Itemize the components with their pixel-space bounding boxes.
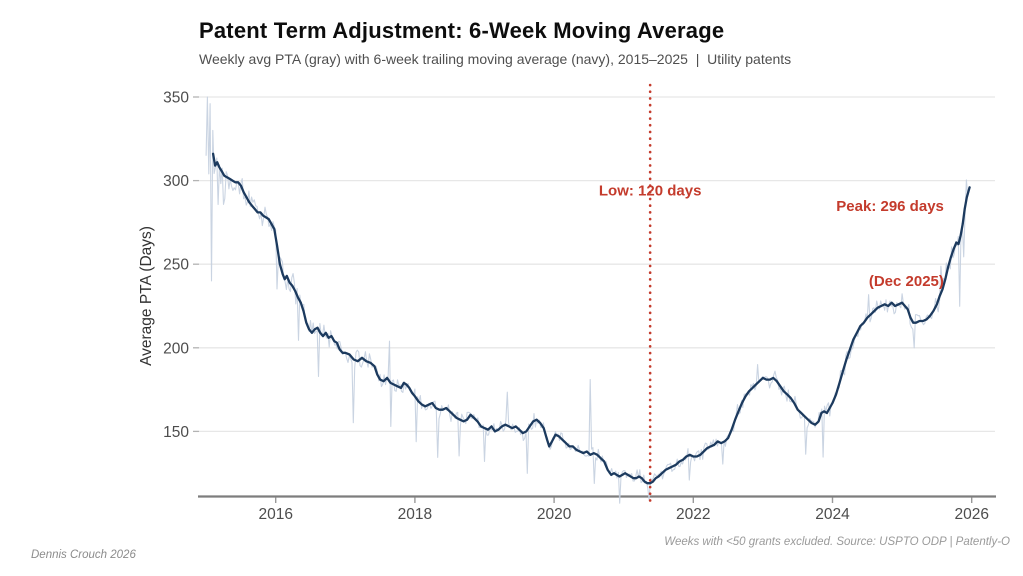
y-tick-label: 200 [163,340,189,357]
chart-subtitle: Weekly avg PTA (gray) with 6-week traili… [199,51,792,67]
x-tick-label: 2024 [815,506,850,523]
moving-average-line [211,152,971,485]
y-tick-label: 150 [163,424,189,441]
x-tick-label: 2016 [258,506,292,523]
y-tick-label: 350 [163,90,189,107]
author-credit: Dennis Crouch 2026 [31,549,136,561]
x-tick-label: 2018 [398,506,432,523]
annotation-peak-line1: Peak: 296 days [836,197,944,215]
annotation-low: Low: 120 days [598,182,702,200]
x-tick-label: 2022 [676,506,710,523]
y-tick-label: 300 [163,173,189,190]
source-caption: Weeks with <50 grants excluded. Source: … [664,536,1010,548]
annotation-peak-line2: (Dec 2025) [868,272,944,290]
x-tick-label: 2020 [537,506,572,523]
x-tick-label: 2026 [954,506,988,523]
page-title: Patent Term Adjustment: 6-Week Moving Av… [199,18,725,43]
annotation-peak: Peak: 296 days (Dec 2025) [836,144,944,344]
y-tick-label: 250 [163,257,189,274]
